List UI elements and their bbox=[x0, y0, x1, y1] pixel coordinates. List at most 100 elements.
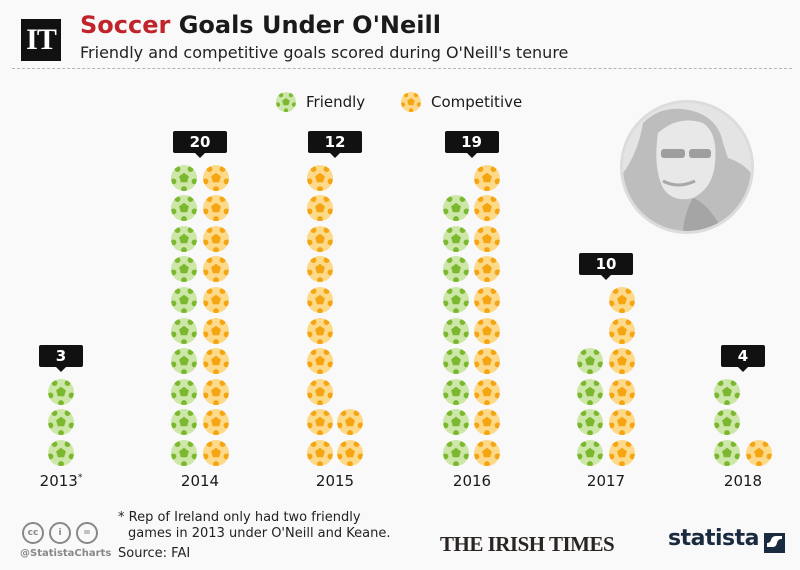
competitive-goal-ball-icon bbox=[203, 409, 229, 436]
friendly-goal-ball-icon bbox=[577, 348, 603, 375]
friendly-goal-ball-icon bbox=[443, 440, 469, 466]
competitive-goal-ball-icon bbox=[474, 287, 500, 313]
oneill-portrait bbox=[620, 100, 754, 234]
total-goals-badge: 10 bbox=[579, 253, 633, 280]
year-label: 2018 bbox=[723, 472, 763, 490]
competitive-goal-ball-icon bbox=[474, 409, 500, 436]
competitive-goal-ball-icon bbox=[307, 225, 333, 252]
footnote: * Rep of Ireland only had two friendly g… bbox=[118, 510, 391, 542]
irish-times-logo: THE IRISH TIMES bbox=[440, 532, 615, 556]
friendly-goal-ball-icon bbox=[443, 287, 469, 313]
legend-label: Friendly bbox=[306, 93, 366, 111]
source-label: Source: FAI bbox=[118, 546, 191, 561]
competitive-goal-ball-icon bbox=[307, 348, 333, 375]
competitive-goal-ball-icon bbox=[474, 378, 500, 405]
competitive-goal-ball-icon bbox=[337, 440, 363, 466]
friendly-goal-ball-icon bbox=[714, 440, 740, 466]
footnote-line-1: * Rep of Ireland only had two friendly bbox=[118, 510, 361, 525]
total-goals-badge: 20 bbox=[173, 130, 227, 158]
friendly-goal-ball-icon bbox=[443, 195, 469, 222]
total-goals-badge: 3 bbox=[39, 344, 83, 372]
friendly-goal-ball-icon bbox=[577, 409, 603, 436]
friendly-goal-ball-icon bbox=[171, 164, 197, 191]
competitive-goal-ball-icon bbox=[474, 195, 500, 222]
year-label: 2017 bbox=[586, 472, 626, 490]
competitive-goal-ball-icon bbox=[609, 409, 635, 436]
friendly-goal-ball-icon bbox=[714, 409, 740, 436]
competitive-goal-ball-icon bbox=[474, 256, 500, 283]
competitive-goal-ball-icon bbox=[746, 440, 772, 466]
friendly-goal-ball-icon bbox=[714, 378, 740, 405]
friendly-goal-ball-icon bbox=[48, 378, 74, 405]
competitive-goal-ball-icon bbox=[307, 409, 333, 436]
total-goals-badge: 4 bbox=[721, 344, 765, 372]
competitive-goal-ball-icon bbox=[203, 195, 229, 222]
year-label: 2014 bbox=[180, 472, 220, 490]
friendly-goal-ball-icon bbox=[48, 409, 74, 436]
creative-commons-icons: cc i = bbox=[22, 522, 98, 544]
friendly-goal-ball-icon bbox=[48, 440, 74, 466]
statista-logo: statista bbox=[668, 526, 759, 551]
title-rest: Goals Under O'Neill bbox=[170, 11, 441, 39]
competitive-goal-ball-icon bbox=[337, 409, 363, 436]
attribution-icon: i bbox=[49, 522, 71, 544]
competitive-goal-ball-icon bbox=[307, 440, 333, 466]
statista-handle: @StatistaCharts bbox=[20, 548, 112, 559]
friendly-goal-ball-icon bbox=[171, 225, 197, 252]
friendly-goal-ball-icon bbox=[171, 256, 197, 283]
friendly-goal-ball-icon bbox=[443, 256, 469, 283]
competitive-goal-ball-icon bbox=[609, 317, 635, 344]
legend: Friendly Competitive bbox=[0, 92, 800, 114]
total-goals-badge: 19 bbox=[444, 130, 499, 158]
orange-football-icon bbox=[401, 92, 421, 112]
competitive-goal-ball-icon bbox=[203, 256, 229, 283]
competitive-goal-ball-icon bbox=[203, 440, 229, 466]
competitive-goal-ball-icon bbox=[203, 378, 229, 405]
competitive-goal-ball-icon bbox=[474, 164, 500, 191]
competitive-goal-ball-icon bbox=[609, 348, 635, 375]
friendly-goal-ball-icon bbox=[171, 440, 197, 466]
friendly-goal-ball-icon bbox=[577, 378, 603, 405]
competitive-goal-ball-icon bbox=[203, 348, 229, 375]
header-divider bbox=[12, 68, 792, 69]
friendly-goal-ball-icon bbox=[443, 409, 469, 436]
competitive-goal-ball-icon bbox=[474, 225, 500, 252]
year-label: 2015 bbox=[315, 472, 355, 490]
competitive-goal-ball-icon bbox=[609, 378, 635, 405]
friendly-goal-ball-icon bbox=[577, 440, 603, 466]
competitive-goal-ball-icon bbox=[307, 317, 333, 344]
legend-label: Competitive bbox=[431, 93, 523, 111]
competitive-goal-ball-icon bbox=[203, 287, 229, 313]
friendly-goal-ball-icon bbox=[443, 348, 469, 375]
competitive-goal-ball-icon bbox=[307, 287, 333, 313]
green-football-icon bbox=[276, 92, 296, 112]
friendly-goal-ball-icon bbox=[171, 348, 197, 375]
competitive-goal-ball-icon bbox=[609, 440, 635, 466]
year-label: 2013* bbox=[39, 472, 83, 490]
competitive-goal-ball-icon bbox=[307, 195, 333, 222]
friendly-goal-ball-icon bbox=[171, 287, 197, 313]
portrait-illustration bbox=[623, 103, 751, 231]
friendly-goal-ball-icon bbox=[171, 317, 197, 344]
competitive-goal-ball-icon bbox=[307, 378, 333, 405]
competitive-goal-ball-icon bbox=[203, 225, 229, 252]
friendly-goal-ball-icon bbox=[443, 317, 469, 344]
competitive-goal-ball-icon bbox=[203, 317, 229, 344]
title-accent: Soccer bbox=[80, 11, 171, 39]
no-derivatives-icon: = bbox=[76, 522, 98, 544]
competitive-goal-ball-icon bbox=[307, 256, 333, 283]
competitive-goal-ball-icon bbox=[307, 164, 333, 191]
cc-icon: cc bbox=[22, 522, 44, 544]
friendly-goal-ball-icon bbox=[171, 378, 197, 405]
legend-item-friendly: Friendly bbox=[276, 92, 365, 112]
legend-item-competitive: Competitive bbox=[401, 92, 522, 112]
competitive-goal-ball-icon bbox=[609, 287, 635, 313]
total-goals-badge: 12 bbox=[308, 130, 362, 158]
friendly-goal-ball-icon bbox=[443, 378, 469, 405]
irish-times-it-logo: IT bbox=[21, 19, 61, 61]
competitive-goal-ball-icon bbox=[203, 164, 229, 191]
chart-title: Soccer Goals Under O'Neill bbox=[80, 11, 441, 39]
friendly-goal-ball-icon bbox=[171, 195, 197, 222]
competitive-goal-ball-icon bbox=[474, 440, 500, 466]
competitive-goal-ball-icon bbox=[474, 348, 500, 375]
